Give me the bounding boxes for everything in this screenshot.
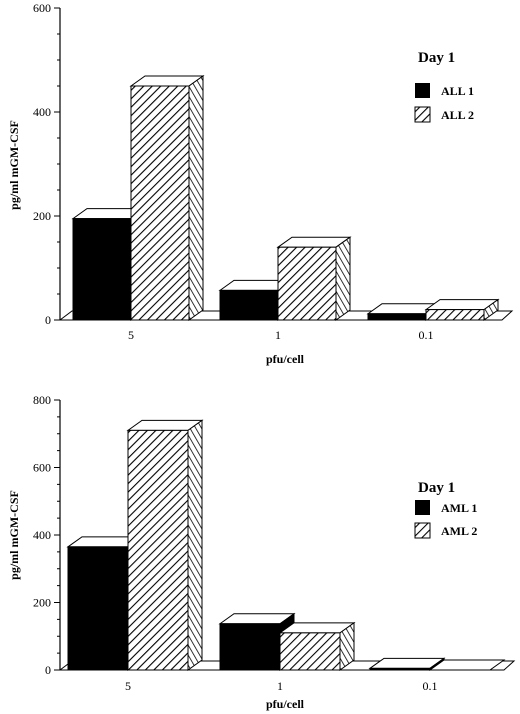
bar-all-2-5 — [131, 76, 203, 320]
chart-top-legend: Day 1 ALL 1 ALL 2 — [415, 50, 474, 122]
y-tick-label: 200 — [33, 596, 51, 610]
bar-front-face — [426, 310, 484, 320]
legend-swatch-all-2 — [415, 107, 430, 122]
legend-swatch-all-1 — [415, 83, 430, 98]
y-tick-label: 0 — [45, 313, 51, 327]
bar-all-2-0-1 — [426, 300, 498, 320]
y-tick-label: 400 — [33, 528, 51, 542]
chart-top-bars — [73, 76, 498, 320]
bar-side-face — [336, 237, 350, 320]
bar-aml-2-1 — [280, 623, 354, 670]
x-tick-label-1: 1 — [277, 679, 283, 693]
bar-front-face — [73, 219, 131, 320]
y-tick-label: 600 — [33, 1, 51, 15]
bar-front-face — [368, 314, 426, 320]
legend-label-aml-2: AML 2 — [441, 524, 477, 538]
x-tick-label-5: 5 — [125, 679, 131, 693]
legend-swatch-aml-2 — [415, 523, 430, 538]
bar-front-face — [278, 247, 336, 320]
bar-aml-2-0-1 — [430, 660, 504, 670]
legend-label-aml-1: AML 1 — [441, 501, 477, 515]
x-tick-label-1: 1 — [275, 328, 281, 342]
chart-bottom-yaxis: 0 200 400 600 800 — [33, 393, 60, 677]
y-tick-label: 600 — [33, 461, 51, 475]
chart-top-legend-title: Day 1 — [418, 50, 455, 66]
x-tick-label-0-1: 0.1 — [419, 328, 434, 342]
bar-front-face — [220, 624, 280, 670]
legend-swatch-aml-1 — [415, 500, 430, 515]
chart-top-ylabel: pg/ml mGM-CSF — [7, 120, 21, 210]
legend-label-all-2: ALL 2 — [441, 108, 474, 122]
chart-bottom-ylabel: pg/ml mGM-CSF — [7, 490, 21, 580]
bar-front-face — [131, 86, 189, 320]
y-tick-label: 200 — [33, 209, 51, 223]
bar-side-face — [189, 76, 203, 320]
chart-top-xticks: 5 1 0.1 — [128, 328, 434, 342]
bar-all-2-1 — [278, 237, 350, 320]
x-tick-label-0-1: 0.1 — [423, 679, 438, 693]
chart-top-xlabel: pfu/cell — [266, 352, 305, 366]
bar-front-face — [220, 290, 278, 320]
bar-side-face — [188, 420, 202, 670]
bar-front-face — [370, 668, 430, 670]
legend-label-all-1: ALL 1 — [441, 84, 474, 98]
chart-bottom-legend-title: Day 1 — [418, 480, 455, 496]
chart-bottom-legend: Day 1 AML 1 AML 2 — [415, 480, 477, 538]
x-tick-label-5: 5 — [128, 328, 134, 342]
chart-bottom-xlabel: pfu/cell — [266, 697, 305, 711]
bar-aml-2-5 — [128, 420, 202, 670]
bar-top-face — [430, 660, 504, 670]
chart-top-yaxis: 0 200 400 600 — [33, 1, 60, 327]
y-tick-label: 800 — [33, 393, 51, 407]
bar-front-face — [280, 633, 340, 670]
y-tick-label: 400 — [33, 105, 51, 119]
bar-front-face — [68, 547, 128, 670]
bar-front-face — [128, 430, 188, 670]
y-tick-label: 0 — [45, 663, 51, 677]
chart-bottom-bars — [68, 420, 504, 670]
chart-bottom-xticks: 5 1 0.1 — [125, 679, 438, 693]
